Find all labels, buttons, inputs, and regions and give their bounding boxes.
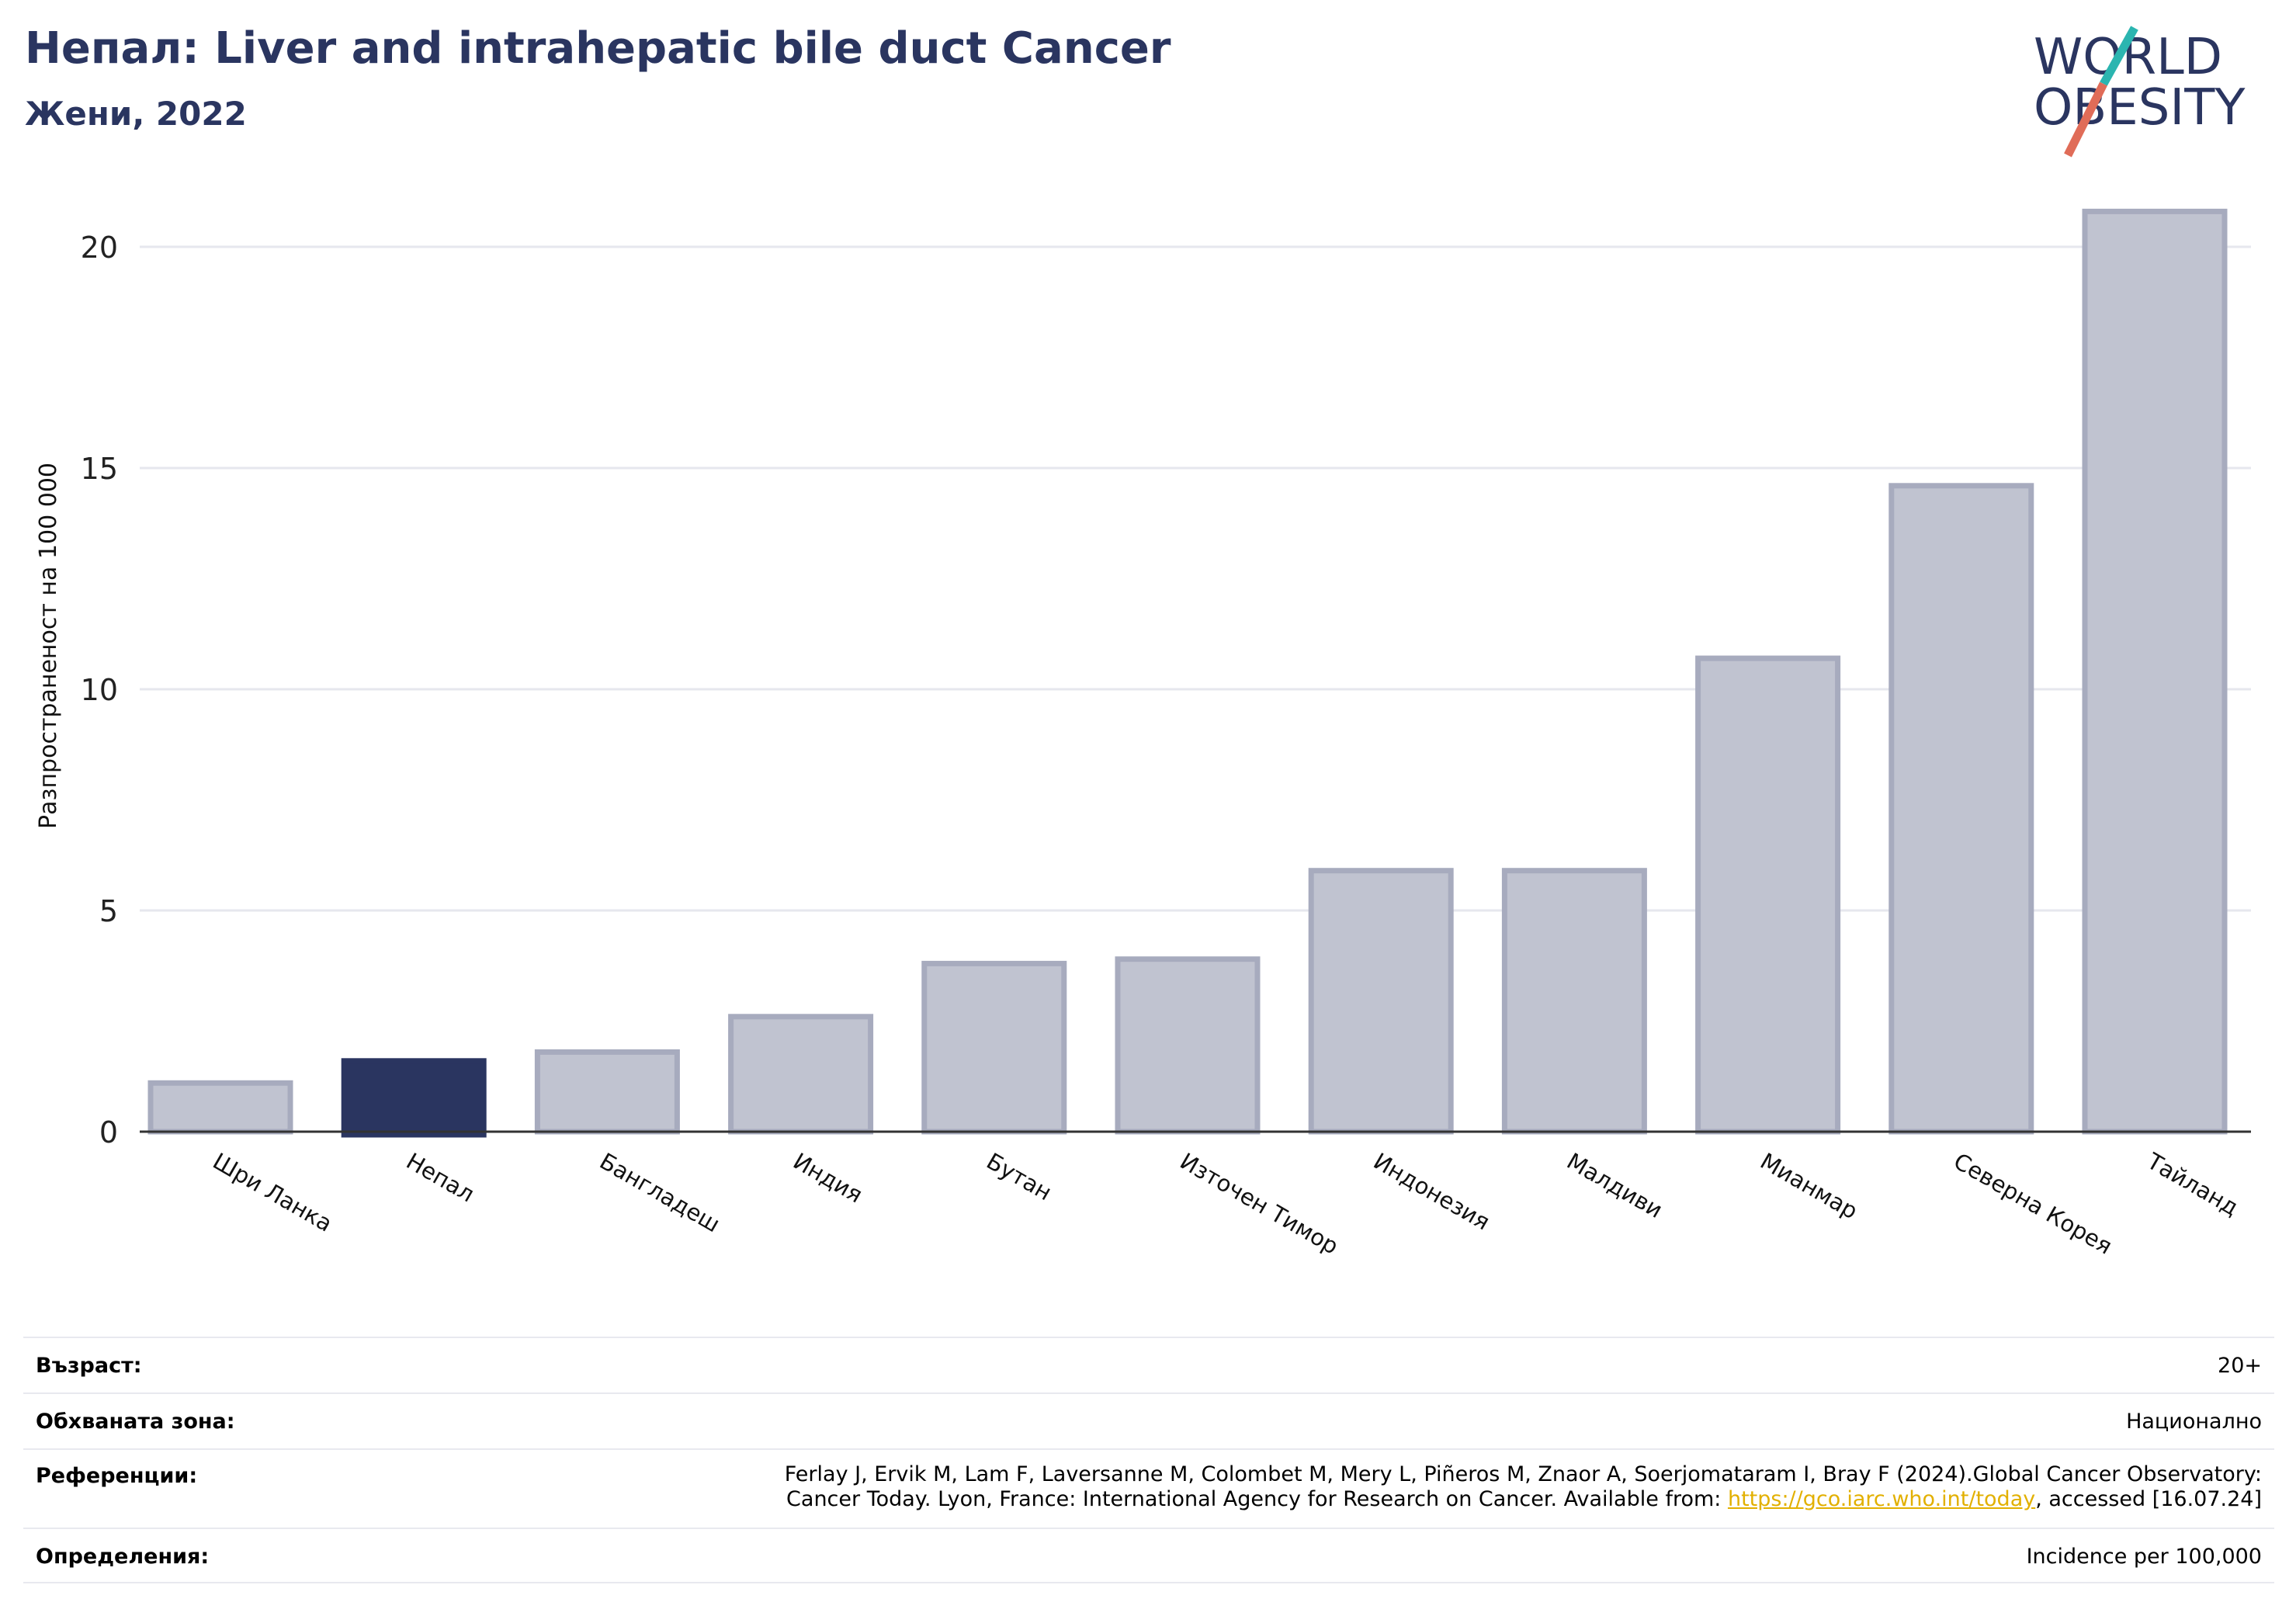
x-tick-label: Мианмар [1756,1148,1862,1225]
references-label: Референции: [36,1464,198,1488]
world-obesity-logo: WORLD OBESITY [2034,26,2246,158]
y-tick-label: 15 [81,452,118,486]
x-tick-label: Шри Ланка [209,1148,337,1237]
bar [1308,868,1454,1135]
references-link[interactable]: https://gco.iarc.who.int/today [1727,1487,2036,1511]
bar [728,1014,874,1135]
age-value: 20+ [2218,1354,2262,1378]
y-tick-label: 0 [99,1115,118,1150]
chart-title: Непал: Liver and intrahepatic bile duct … [25,23,1171,74]
info-table: Възраст: 20+ Обхваната зона: Национално … [23,1337,2274,1583]
references-line-2: Cancer Today. Lyon, France: Internationa… [785,1487,2262,1512]
y-tick-label: 20 [81,231,118,265]
x-tick-label: Индия [789,1148,867,1209]
x-tick-label: Непал [402,1148,479,1208]
x-tick-label: Малдиви [1562,1148,1667,1224]
bar-chart: 0 5 10 15 20 Разпространеност на 100 000 Шри Л… [35,208,2251,1260]
x-tick-label: Източен Тимор [1176,1148,1344,1260]
definitions-value: Incidence per 100,000 [2026,1545,2262,1569]
slash-logo-icon-teal [2100,26,2138,86]
info-row-age: Възраст: 20+ [23,1337,2274,1392]
y-tick-label: 5 [99,894,118,928]
bar [1888,483,2034,1135]
references-line-2-end: , accessed [16.07.24] [2035,1487,2262,1511]
chart-subtitle: Жени, 2022 [25,95,247,133]
x-tick-label: Индонезия [1369,1148,1495,1236]
logo-line-obesity: OBESITY [2034,79,2246,137]
bar [1695,655,1841,1135]
age-label: Възраст: [36,1354,142,1378]
x-tick-label: Бангладеш [595,1148,724,1238]
bar [1115,956,1261,1135]
bar [341,1058,487,1138]
x-tick-label: Тайланд [2142,1147,2243,1221]
bar [921,960,1067,1135]
bar [147,1080,293,1135]
slash-logo-icon-coral [2064,81,2107,158]
references-value: Ferlay J, Ervik M, Lam F, Laversanne M, … [785,1462,2262,1512]
info-row-definitions: Определения: Incidence per 100,000 [23,1528,2274,1583]
bar [534,1049,680,1135]
area-value: Национално [2126,1410,2262,1434]
bar [2082,208,2228,1135]
bar [1501,868,1647,1135]
info-row-area: Обхваната зона: Национално [23,1392,2274,1448]
x-tick-label: Бутан [982,1148,1056,1206]
y-tick-label: 10 [81,673,118,707]
references-line-2-text: Cancer Today. Lyon, France: Internationa… [786,1487,1728,1511]
info-row-references: Референции: Ferlay J, Ervik M, Lam F, La… [23,1448,2274,1528]
area-label: Обхваната зона: [36,1410,235,1434]
y-axis-label: Разпространеност на 100 000 [35,463,62,829]
references-line-1: Ferlay J, Ervik M, Lam F, Laversanne M, … [784,1462,2262,1486]
definitions-label: Определения: [36,1545,210,1569]
x-tick-label: Северна Корея [1949,1148,2117,1260]
